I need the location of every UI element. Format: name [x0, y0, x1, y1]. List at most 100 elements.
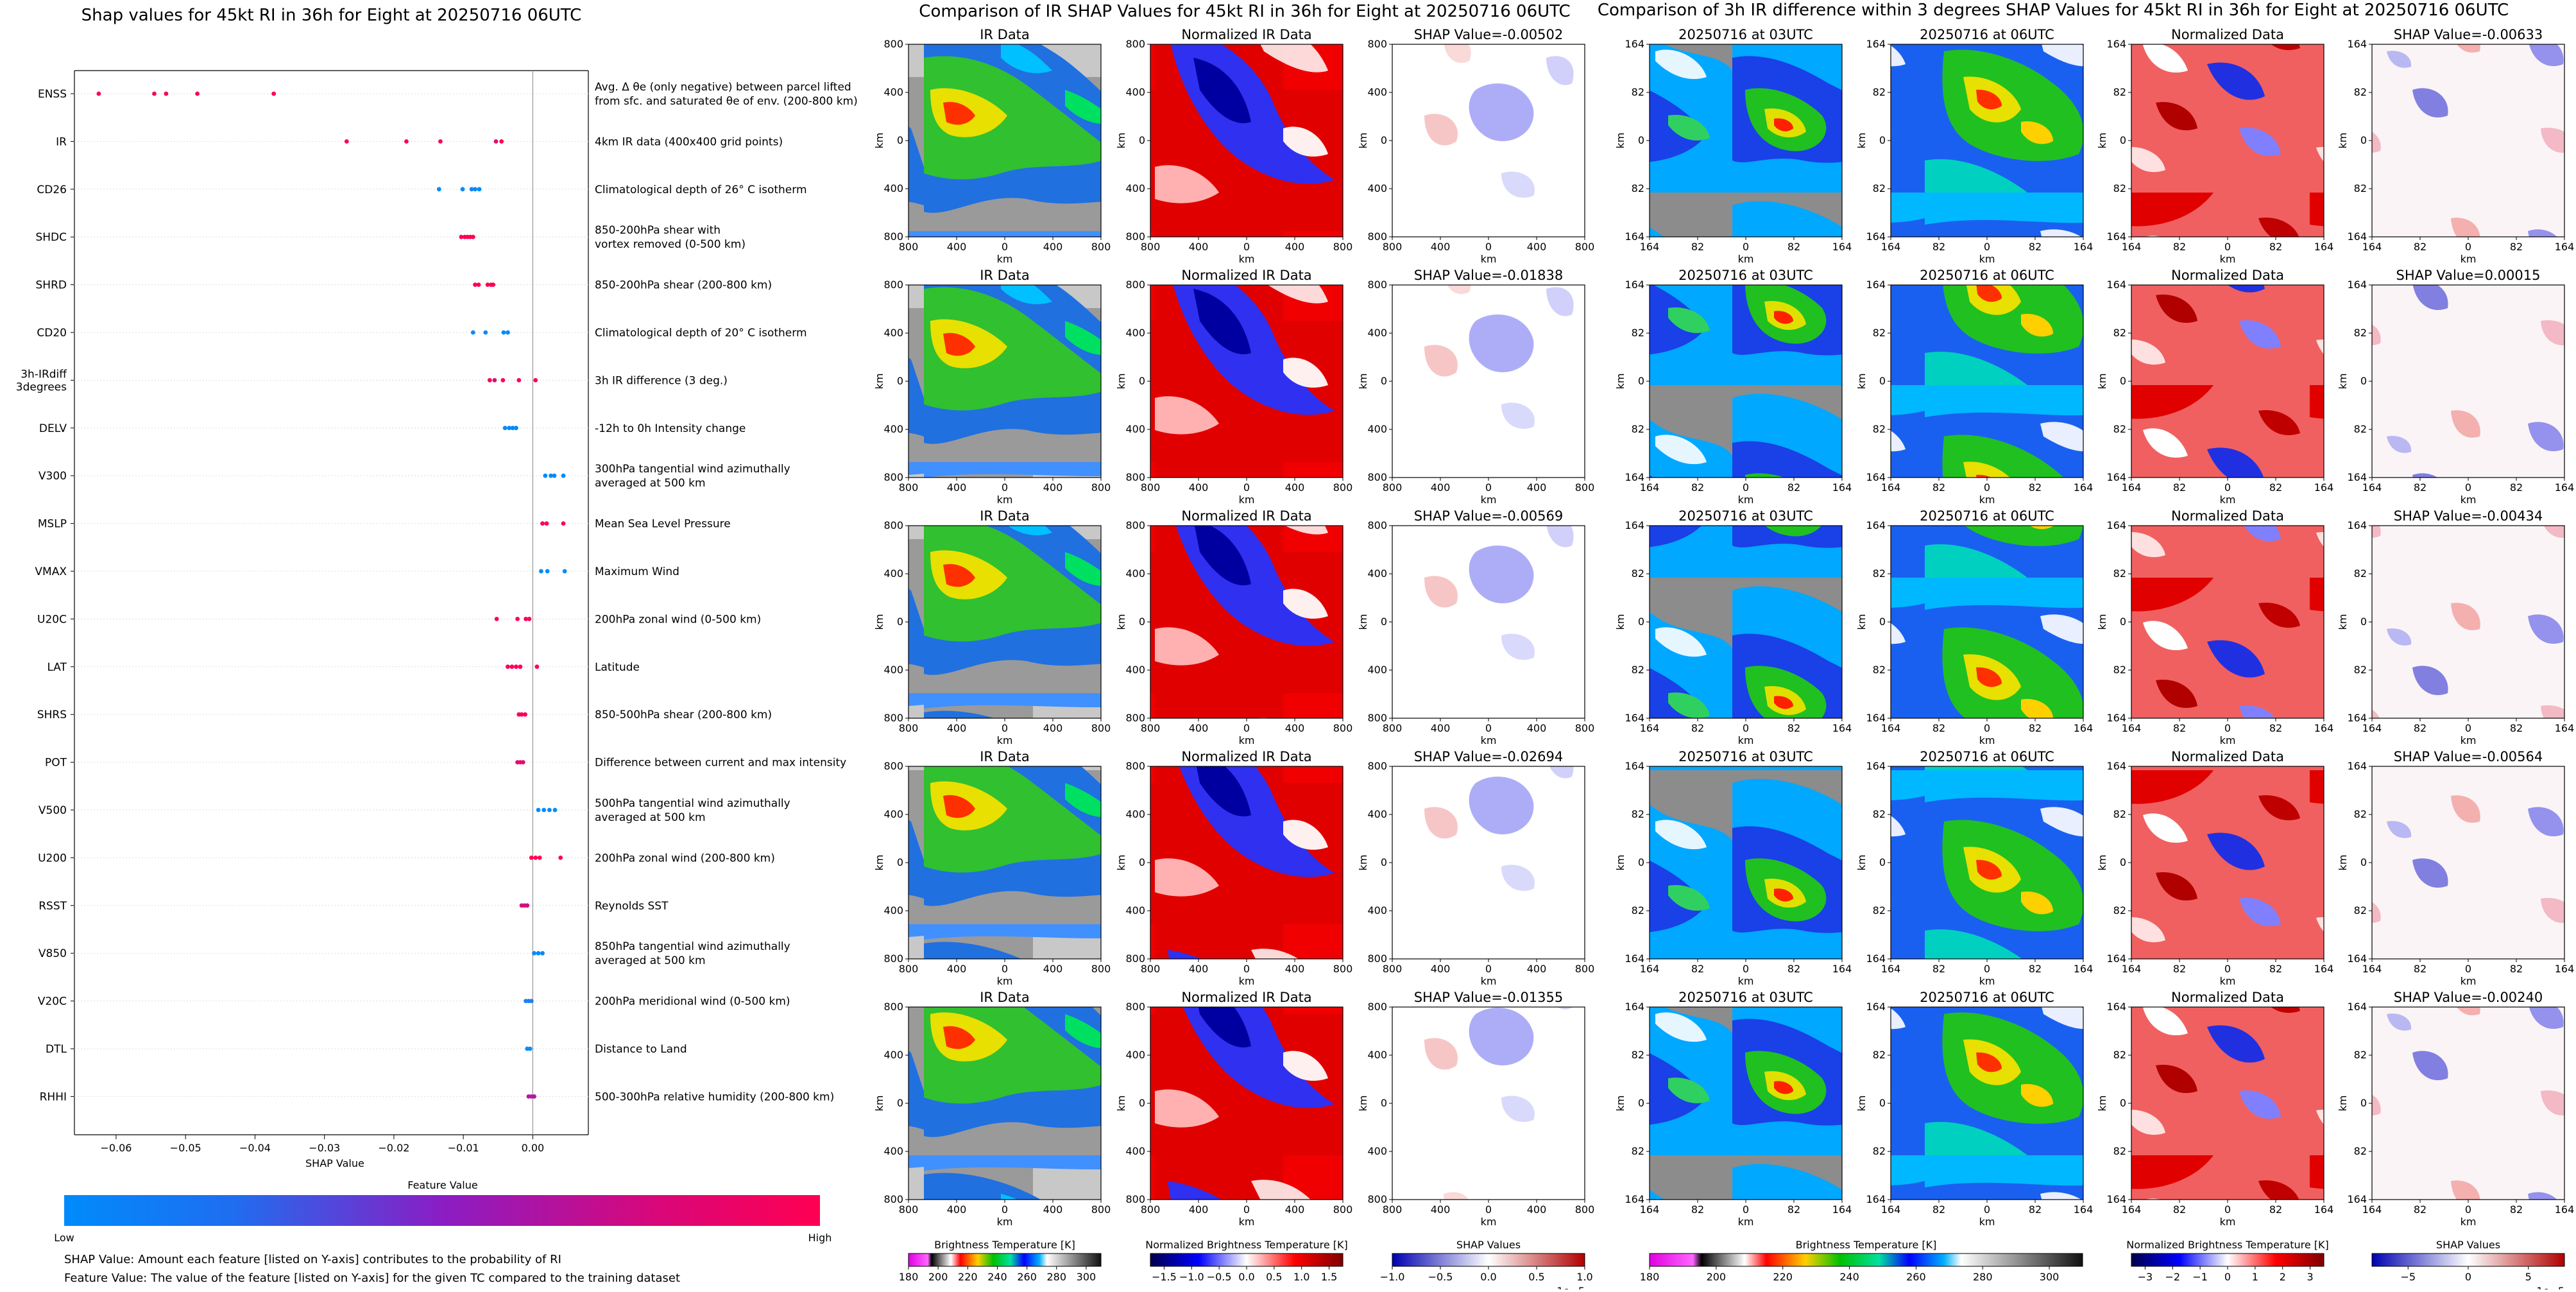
panel-ytick-label: 82	[1873, 1049, 1886, 1061]
panel-ytick-label: 164	[2347, 1001, 2367, 1013]
panel-xtick-label: 400	[1043, 1203, 1063, 1216]
panel-xlabel: km	[1239, 975, 1255, 987]
panel-ylabel: km	[1357, 855, 1369, 871]
panel-xtick-label: 164	[2122, 722, 2142, 734]
panel-xtick-label: 164	[2074, 241, 2094, 253]
shap-point	[561, 473, 566, 478]
panel-ytick-label: 800	[883, 38, 903, 50]
shap-point	[529, 999, 534, 1003]
shap-point	[562, 569, 567, 574]
panel-ytick-label: 0	[897, 1097, 903, 1109]
panel-ytick-label: 164	[1625, 230, 1644, 243]
panel-xtick-label: 82	[2269, 1203, 2282, 1216]
panel-ytick-label: 164	[1866, 712, 1886, 724]
panel-ytick-label: 400	[1125, 1145, 1145, 1157]
panel-ytick-label: 800	[1125, 471, 1145, 483]
panel-ytick-label: 82	[2354, 423, 2367, 435]
panel-xlabel: km	[2220, 734, 2236, 746]
panel-ylabel: km	[1115, 614, 1127, 630]
panel-ytick-label: 82	[1632, 86, 1644, 98]
ir-norm-colorbar-tick-label: 1.0	[1293, 1271, 1309, 1283]
panel-xtick-label: 0	[2224, 481, 2231, 494]
panel-xtick-label: 400	[1285, 1203, 1305, 1216]
panel-xlabel: km	[997, 253, 1013, 265]
panel-xtick-label: 82	[2414, 1203, 2427, 1216]
panel-ytick-label: 164	[1866, 952, 1886, 965]
panel-xtick-label: 164	[1881, 481, 1901, 494]
panel-ytick-label: 164	[2347, 712, 2367, 724]
shap-point	[545, 569, 550, 574]
panel-xtick-label: 800	[1575, 241, 1595, 253]
panel-ytick-label: 0	[1381, 616, 1387, 628]
panel-xtick-label: 400	[1285, 722, 1305, 734]
feature-description: vortex removed (0-500 km)	[595, 238, 746, 251]
panel-ytick-label: 82	[1873, 1145, 1886, 1157]
shap-point	[519, 712, 524, 717]
diff-shap-colorbar-tick-label: 0	[2465, 1271, 2471, 1283]
shap-xtick-label: −0.05	[170, 1142, 201, 1154]
panel-ytick-label: 82	[1632, 423, 1644, 435]
panel-ylabel: km	[873, 374, 885, 390]
panel-xtick-label: 0	[2224, 963, 2231, 975]
panel-xtick-label: 164	[2362, 1203, 2382, 1216]
panel-xtick-label: 0	[1743, 1203, 1749, 1216]
feature-description: averaged at 500 km	[595, 954, 706, 967]
panel-ytick-label: 400	[1125, 327, 1145, 339]
diff-panel-image	[2372, 285, 2564, 478]
feature-name: V300	[38, 470, 67, 483]
diff-panel-title: SHAP Value=-0.00564	[2394, 749, 2543, 764]
panel-xtick-label: 400	[947, 481, 967, 494]
panel-ylabel: km	[1614, 855, 1626, 871]
panel-xtick-label: 0	[1485, 481, 1492, 494]
panel-ylabel: km	[1855, 614, 1868, 630]
panel-ytick-label: 0	[1879, 616, 1886, 628]
panel-ylabel: km	[1357, 614, 1369, 630]
panel-xtick-label: 82	[2510, 1203, 2523, 1216]
panel-xtick-label: 400	[1431, 722, 1451, 734]
diff-panel-image	[2131, 285, 2324, 478]
diff-bt-colorbar-tick-label: 200	[1707, 1271, 1727, 1283]
diff-panel-image	[2372, 44, 2564, 237]
panel-ytick-label: 400	[1125, 664, 1145, 676]
feature-name: VMAX	[35, 565, 67, 578]
diff-panel-image	[2372, 1007, 2564, 1200]
panel-xtick-label: 164	[2314, 963, 2334, 975]
panel-xtick-label: 82	[2173, 1203, 2186, 1216]
ir-panel-title: SHAP Value=-0.02694	[1414, 749, 1564, 764]
note-feature-value: Feature Value: The value of the feature …	[64, 1271, 680, 1285]
panel-ylabel: km	[2337, 855, 2349, 871]
panel-ytick-label: 164	[2106, 230, 2126, 243]
panel-ytick-label: 0	[1638, 375, 1644, 387]
diff-norm-colorbar-label: Normalized Brightness Temperature [K]	[2126, 1239, 2329, 1251]
feature-name: SHRS	[37, 709, 67, 721]
diff-panel-image	[1891, 766, 2083, 959]
ir-panel-title: IR Data	[980, 749, 1030, 764]
panel-xtick-label: 800	[1141, 722, 1161, 734]
panel-xtick-label: 164	[1832, 963, 1852, 975]
panel-ytick-label: 800	[1125, 952, 1145, 965]
diff-panel-title: 20250716 at 06UTC	[1920, 268, 2054, 283]
panel-xtick-label: 400	[1431, 241, 1451, 253]
panel-ytick-label: 0	[1139, 375, 1145, 387]
shap-xtick-label: 0.00	[522, 1142, 545, 1154]
panel-xlabel: km	[997, 1216, 1013, 1228]
diff-panel-title: SHAP Value=-0.00633	[2394, 27, 2543, 42]
ir-bt-colorbar-label: Brightness Temperature [K]	[934, 1239, 1075, 1251]
panel-xtick-label: 800	[1383, 722, 1403, 734]
ir-panel-image	[908, 285, 1101, 478]
shap-point	[469, 187, 474, 192]
panel-ylabel: km	[1855, 374, 1868, 390]
panel-xtick-label: 0	[1743, 722, 1749, 734]
panel-ytick-label: 164	[2106, 1193, 2126, 1205]
panel-xtick-label: 800	[1091, 722, 1111, 734]
panel-xtick-label: 800	[1091, 241, 1111, 253]
shap-xtick-label: −0.02	[378, 1142, 409, 1154]
feature-name: SHDC	[35, 231, 67, 244]
panel-ylabel: km	[1357, 1096, 1369, 1112]
ir-panel-title: Normalized IR Data	[1181, 27, 1311, 42]
diff-panel-image	[1650, 1007, 1842, 1200]
shap-point	[470, 330, 475, 335]
panel-xtick-label: 800	[1333, 722, 1353, 734]
panel-xlabel: km	[1481, 253, 1497, 265]
panel-xtick-label: 82	[2510, 241, 2523, 253]
